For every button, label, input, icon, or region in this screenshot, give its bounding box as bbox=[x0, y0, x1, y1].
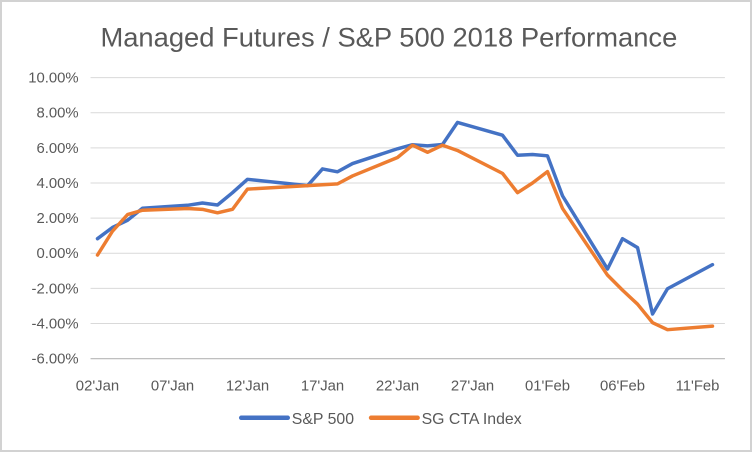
legend-label-sp500: S&P 500 bbox=[292, 411, 354, 428]
x-axis-label: 17'Jan bbox=[301, 379, 344, 395]
x-axis-label: 11'Feb bbox=[676, 379, 720, 395]
y-axis-label: -4.00% bbox=[32, 316, 79, 332]
y-axis-label: 2.00% bbox=[37, 211, 79, 227]
legend-label-sg-cta-index: SG CTA Index bbox=[422, 411, 522, 428]
x-axis-label: 22'Jan bbox=[376, 379, 419, 395]
y-axis-labels: 10.00% 8.00% 6.00% 4.00% 2.00% 0.00% -2.00% -4.… bbox=[28, 71, 78, 368]
sg-cta-index-series-line bbox=[95, 143, 715, 332]
x-axis-label: 02'Jan bbox=[76, 379, 119, 395]
x-axis-label: 01'Feb bbox=[525, 379, 570, 395]
gridlines bbox=[90, 77, 725, 360]
x-axis-label: 07'Jan bbox=[151, 379, 194, 395]
y-axis-label: -2.00% bbox=[32, 281, 79, 297]
y-axis-label: 6.00% bbox=[37, 141, 79, 157]
y-axis-label: 10.00% bbox=[28, 71, 78, 87]
data-series bbox=[95, 120, 715, 332]
x-axis-label: 27'Jan bbox=[451, 379, 494, 395]
x-axis-label: 06'Feb bbox=[600, 379, 645, 395]
chart-legend: S&P 500 SG CTA Index bbox=[238, 411, 522, 428]
x-axis-labels: 02'Jan 07'Jan 12'Jan 17'Jan 22'Jan 27'Jan 01'F… bbox=[76, 379, 720, 395]
y-axis-label: 0.00% bbox=[37, 246, 79, 262]
chart-title: Managed Futures / S&P 500 2018 Performan… bbox=[100, 23, 677, 53]
x-axis-label: 12'Jan bbox=[226, 379, 269, 395]
legend-item-sp500: S&P 500 bbox=[238, 411, 354, 428]
y-axis-label: 8.00% bbox=[37, 106, 79, 122]
y-axis-label: -6.00% bbox=[32, 352, 79, 368]
legend-item-sg-cta-index: SG CTA Index bbox=[368, 411, 522, 428]
y-axis-label: 4.00% bbox=[37, 176, 79, 192]
